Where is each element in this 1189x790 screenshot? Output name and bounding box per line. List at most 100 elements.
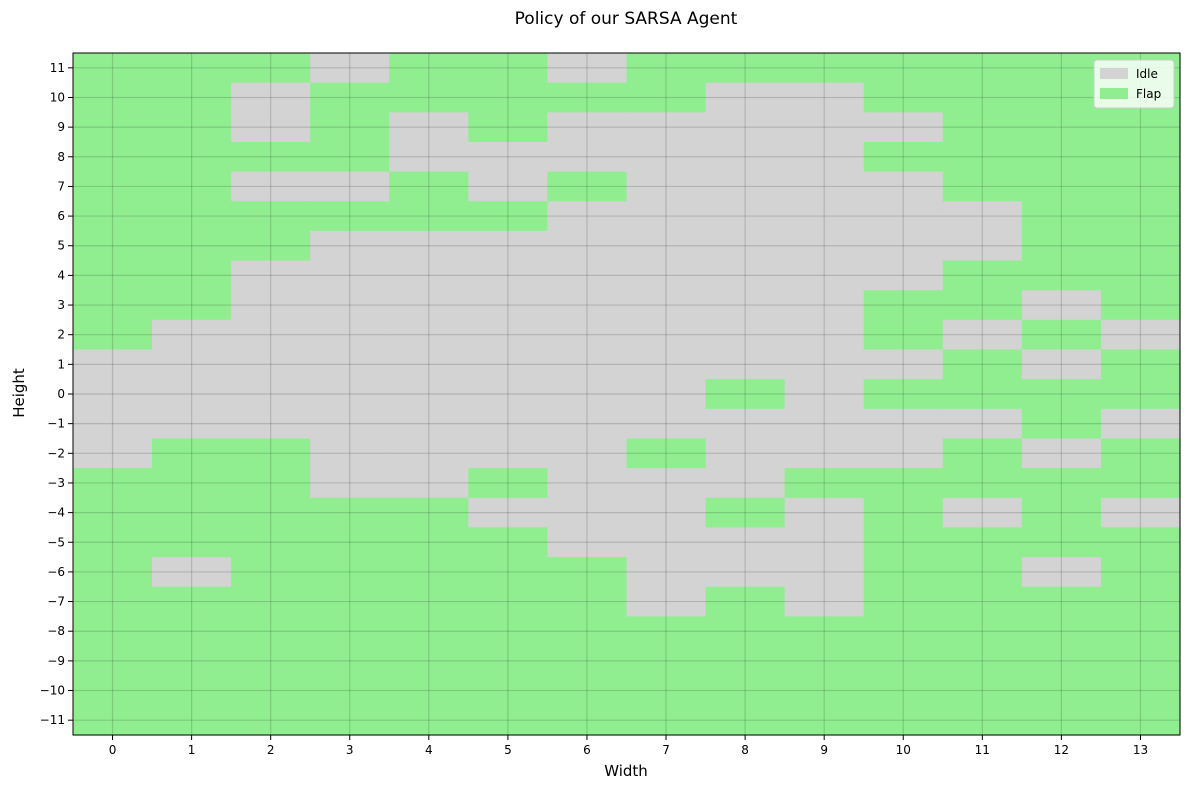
heatmap-cell (231, 112, 311, 143)
heatmap-cell (863, 438, 944, 469)
y-tick-label: 6 (57, 209, 65, 223)
heatmap-cell (152, 141, 232, 173)
legend: Idle Flap (1093, 59, 1175, 109)
heatmap-cell (942, 201, 1023, 232)
heatmap-cell (705, 171, 786, 202)
heatmap-cell (942, 468, 1023, 499)
heatmap-cell (389, 319, 469, 351)
heatmap-cell (547, 438, 628, 469)
heatmap-cell (1100, 438, 1181, 469)
heatmap-cell (942, 171, 1023, 202)
heatmap-cell (1100, 171, 1181, 202)
heatmap-cell (942, 290, 1023, 321)
y-tick-label: 9 (57, 120, 65, 134)
heatmap-cell (1100, 675, 1181, 706)
y-tick-label: −9 (47, 654, 65, 668)
heatmap-cell (231, 141, 311, 173)
heatmap-cell (626, 260, 707, 291)
heatmap-cell (705, 201, 786, 232)
x-tick-label: 12 (1054, 743, 1069, 757)
heatmap-cell (626, 290, 707, 321)
heatmap-cell (863, 290, 944, 321)
y-tick-label: −4 (47, 506, 65, 520)
heatmap-cell (626, 230, 707, 262)
heatmap-cell (547, 290, 628, 321)
heatmap-cell (231, 438, 311, 469)
heatmap-cell (1021, 616, 1102, 647)
grid-lines (73, 53, 1180, 735)
heatmap-cell (1021, 230, 1102, 262)
heatmap-cell (942, 141, 1023, 173)
heatmap-cell (310, 82, 390, 113)
heatmap-cell (705, 438, 786, 469)
heatmap-cell (231, 675, 311, 706)
heatmap-cell (942, 260, 1023, 291)
heatmap-cell (626, 497, 707, 529)
heatmap-cell (705, 705, 786, 736)
heatmap-cell (705, 586, 786, 617)
heatmap-cell (73, 141, 153, 173)
heatmap-cell (626, 675, 707, 706)
x-tick-label: 3 (346, 743, 354, 757)
heatmap-cell (1100, 349, 1181, 380)
heatmap-cell (389, 616, 469, 647)
y-tick-label: −3 (47, 476, 65, 490)
heatmap-cell (152, 557, 232, 588)
heatmap-cell (231, 557, 311, 588)
heatmap-cell (389, 230, 469, 262)
heatmap-cell (547, 616, 628, 647)
y-tick-label: 4 (57, 268, 65, 282)
heatmap-cell (231, 82, 311, 113)
heatmap-cell (942, 675, 1023, 706)
heatmap-cell (152, 290, 232, 321)
heatmap-cell (1021, 112, 1102, 143)
heatmap-cell (1021, 675, 1102, 706)
heatmap-cell (1021, 557, 1102, 588)
heatmap-cell (310, 319, 390, 351)
heatmap-cell (942, 53, 1023, 84)
heatmap-cell (1100, 527, 1181, 558)
heatmap-cell (705, 290, 786, 321)
heatmap-cell (73, 290, 153, 321)
heatmap-cell (784, 112, 865, 143)
heatmap-cell (863, 586, 944, 617)
heatmap-cell (468, 349, 549, 380)
heatmap-cell (626, 379, 707, 410)
heatmap-cell (784, 705, 865, 736)
y-axis-label: Height (10, 368, 28, 418)
heatmap-cell (942, 438, 1023, 469)
heatmap-cell (547, 112, 628, 143)
heatmap-cell (468, 319, 549, 351)
heatmap-cell (547, 171, 628, 202)
heatmap-cell (468, 408, 549, 440)
heatmap-cell (73, 82, 153, 113)
heatmap-cell (784, 408, 865, 440)
heatmap-cell (389, 557, 469, 588)
heatmap-cell (152, 527, 232, 558)
heatmap-cell (310, 260, 390, 291)
heatmap-cell (1100, 705, 1181, 736)
legend-label-idle: Idle (1136, 67, 1158, 81)
y-tick-label: 10 (50, 90, 65, 104)
heatmap-cell (310, 379, 390, 410)
heatmap-cell (784, 379, 865, 410)
heatmap-cell (942, 527, 1023, 558)
legend-label-flap: Flap (1136, 87, 1161, 101)
heatmap-cells (73, 53, 1181, 736)
heatmap-cell (1021, 290, 1102, 321)
heatmap-cell (705, 497, 786, 529)
heatmap-cell (389, 408, 469, 440)
heatmap-cell (942, 557, 1023, 588)
heatmap-cell (626, 527, 707, 558)
heatmap-cell (626, 349, 707, 380)
y-tick-label: 8 (57, 150, 65, 164)
heatmap-cell (705, 646, 786, 677)
heatmap-cell (310, 675, 390, 706)
heatmap-cell (468, 438, 549, 469)
heatmap-cell (231, 616, 311, 647)
heatmap-cell (547, 53, 628, 84)
heatmap-cell (942, 319, 1023, 351)
heatmap-cell (863, 408, 944, 440)
heatmap-cell (863, 260, 944, 291)
